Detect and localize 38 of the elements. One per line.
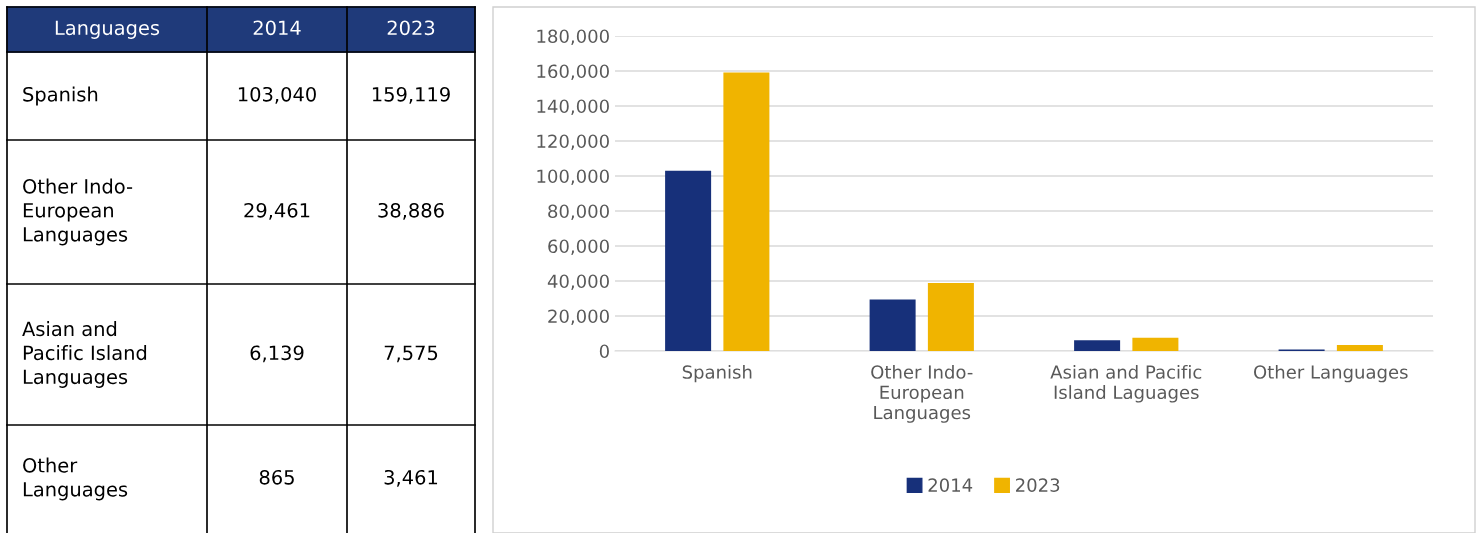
text: 2014: [253, 20, 301, 36]
text: 865: [259, 469, 294, 485]
y-tick-label: 80,000: [548, 204, 609, 220]
legend-label: 2023: [1016, 478, 1060, 492]
bar: [1336, 344, 1383, 351]
legend-label: 2014: [928, 478, 973, 492]
y-tick-label: 100,000: [537, 169, 609, 185]
text: 2023: [387, 20, 435, 36]
text: 3,461: [384, 469, 438, 487]
text: Spanish: [23, 86, 98, 106]
bar: [1132, 337, 1179, 351]
text: Asian and Pacific Island Languages: [22, 321, 147, 388]
text: 6,139: [250, 345, 304, 363]
bar: [1074, 340, 1121, 351]
text: 38,886: [378, 202, 444, 220]
text: Other Indo- European Languages: [23, 178, 133, 246]
x-tick-label: Spanish: [682, 364, 752, 383]
bar: [869, 299, 916, 351]
x-tick-label: Other Languages: [1254, 364, 1408, 383]
y-tick-label: 60,000: [548, 239, 609, 255]
y-tick-label: 20,000: [548, 309, 609, 325]
bar: [927, 282, 974, 351]
y-tick-label: 40,000: [547, 274, 609, 290]
bar: [665, 170, 712, 351]
x-tick-label: Other Indo- European Languages: [871, 364, 973, 423]
y-tick-label: 180,000: [537, 29, 609, 45]
text: Other Languages: [23, 457, 128, 501]
text: 103,040: [238, 86, 316, 104]
y-tick-label: 120,000: [537, 134, 609, 150]
y-tick-label: 140,000: [537, 99, 609, 115]
text: 29,461: [244, 202, 310, 220]
x-tick-label: Asian and Pacific Island Laguages: [1050, 364, 1202, 403]
text: 159,119: [372, 86, 450, 104]
y-tick-label: 0: [599, 344, 609, 359]
text: 7,575: [384, 345, 438, 363]
text: Languages: [55, 20, 160, 39]
bar: [723, 72, 770, 351]
y-tick-label: 160,000: [537, 64, 609, 80]
